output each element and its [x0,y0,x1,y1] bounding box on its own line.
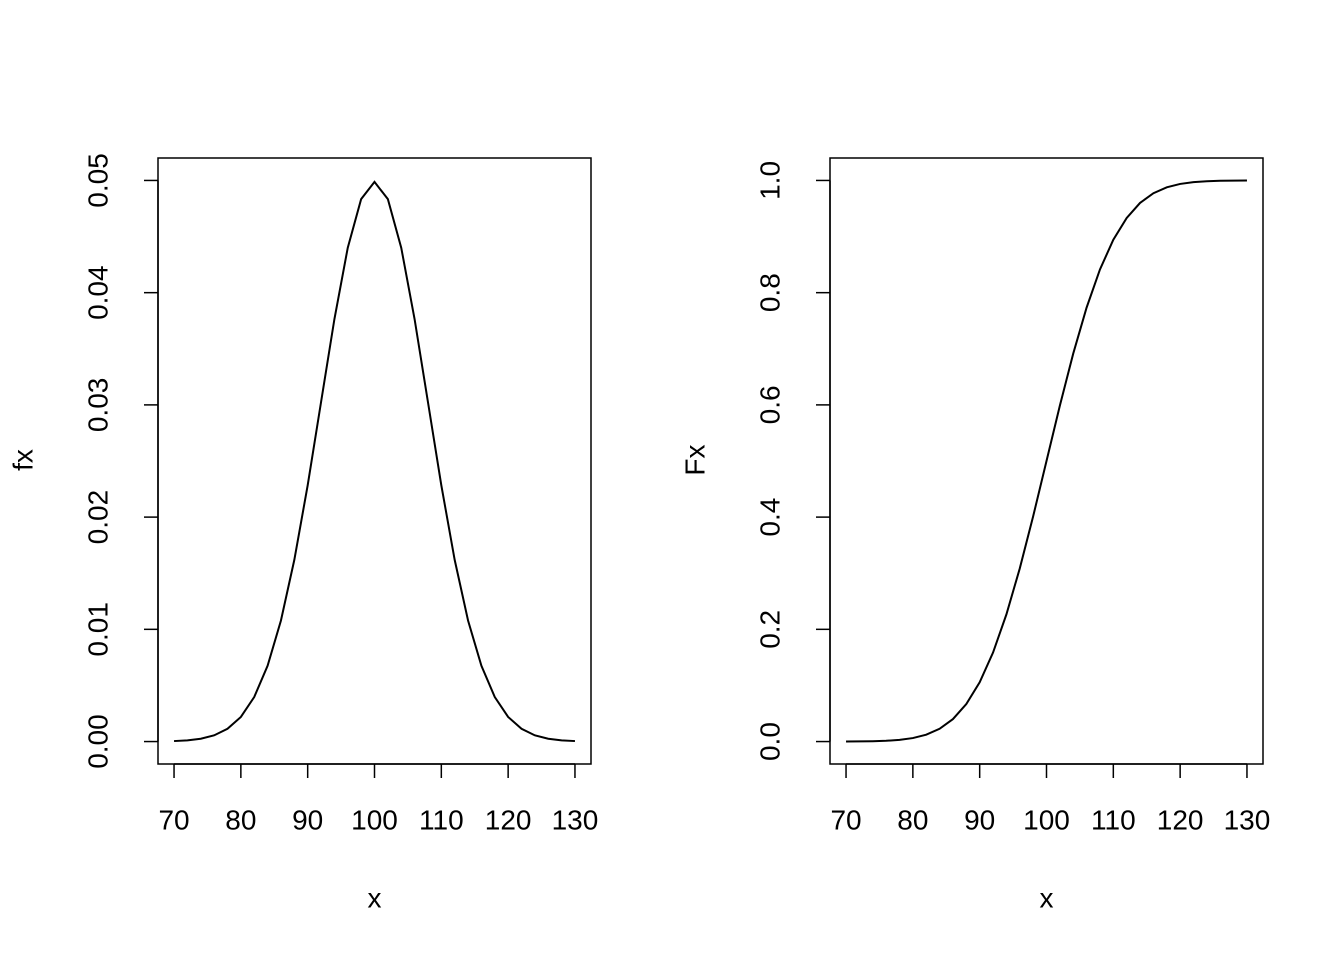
y-axis-label: fx [7,449,38,471]
y-tick-label: 0.01 [82,602,113,657]
x-tick-label: 110 [419,804,464,835]
y-tick-label: 0.0 [754,722,785,761]
x-tick-label: 120 [1157,804,1204,835]
x-axis-label: x [368,882,382,913]
x-tick-label: 80 [897,804,928,835]
x-tick-label: 80 [225,804,256,835]
x-tick-label: 70 [830,804,861,835]
density-curve [173,180,576,743]
y-tick-label: 0.2 [754,610,785,649]
x-tick-label: 70 [158,804,189,835]
x-tick-label: 90 [292,804,323,835]
y-tick-label: 0.4 [754,498,785,537]
x-tick-label: 110 [1091,804,1136,835]
x-tick-label: 100 [1023,804,1070,835]
y-tick-label: 0.05 [82,153,113,208]
y-tick-label: 0.04 [82,265,113,320]
x-axis-label: x [1040,882,1054,913]
plot-frame [157,157,592,765]
y-axis-label: Fx [679,444,710,475]
y-tick-label: 1.0 [754,161,785,200]
x-tick-label: 100 [351,804,398,835]
y-tick-label: 0.02 [82,490,113,545]
x-tick-label: 90 [964,804,995,835]
y-tick-label: 0.03 [82,378,113,433]
y-tick-label: 0.00 [82,714,113,769]
x-tick-label: 130 [552,804,599,835]
x-tick-label: 130 [1224,804,1271,835]
x-tick-label: 120 [485,804,532,835]
density-curve [846,179,1247,743]
y-tick-label: 0.8 [754,273,785,312]
y-tick-label: 0.6 [754,385,785,424]
